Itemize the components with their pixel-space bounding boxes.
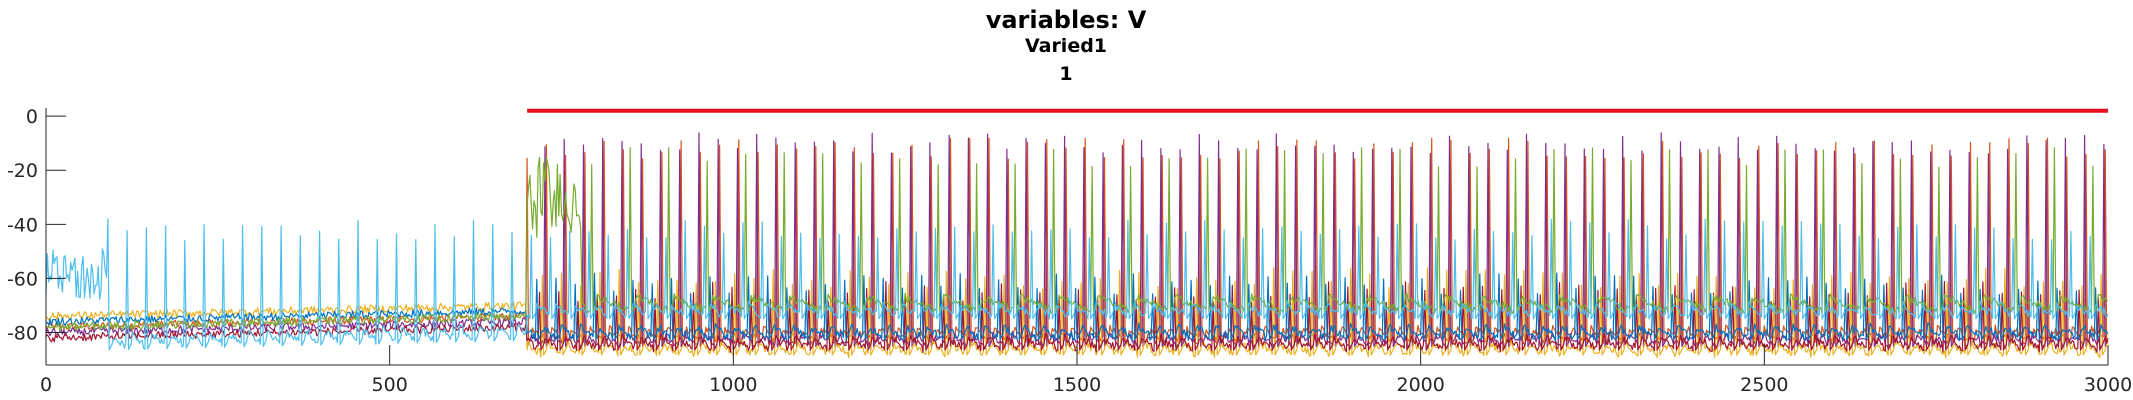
y-tick-label: -20 xyxy=(7,160,38,182)
y-tick-label: -40 xyxy=(7,214,38,236)
y-tick-label: -60 xyxy=(7,268,38,290)
x-tick-label: 1000 xyxy=(709,374,757,396)
x-tick-label: 2000 xyxy=(1396,374,1444,396)
x-tick-label: 500 xyxy=(372,374,408,396)
y-axis-ticks: 0 -20 -40 -60 -80 xyxy=(7,106,66,345)
x-tick-label: 1500 xyxy=(1053,374,1101,396)
y-tick-label: -80 xyxy=(7,323,38,345)
series-line xyxy=(45,218,2109,351)
chart-title: variables: V xyxy=(986,6,1147,34)
x-tick-label: 2500 xyxy=(1740,374,1788,396)
x-axis-ticks: 0 500 1000 1500 2000 2500 3000 xyxy=(40,345,2132,396)
x-tick-label: 3000 xyxy=(2084,374,2132,396)
x-tick-label: 0 xyxy=(40,374,52,396)
chart-subtitle-2: 1 xyxy=(1059,63,1072,85)
chart-subtitle: Varied1 xyxy=(1025,35,1107,57)
series-line xyxy=(45,272,2109,342)
y-tick-label: 0 xyxy=(26,106,38,128)
plot-area xyxy=(45,132,2109,359)
